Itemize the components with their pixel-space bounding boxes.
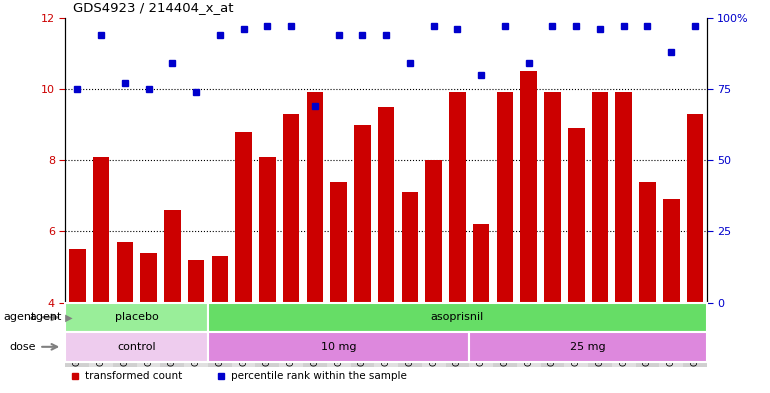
- Text: transformed count: transformed count: [85, 371, 182, 381]
- Bar: [422, 305, 446, 367]
- Bar: [612, 305, 635, 367]
- Text: GSM1152641: GSM1152641: [595, 308, 604, 366]
- Text: GSM1152627: GSM1152627: [239, 308, 248, 366]
- Bar: [188, 260, 204, 303]
- Text: GSM1152631: GSM1152631: [263, 308, 272, 366]
- Text: GSM1152652: GSM1152652: [192, 308, 201, 366]
- Text: agent: agent: [29, 312, 62, 322]
- Text: GSM1152651: GSM1152651: [453, 308, 462, 366]
- Text: GSM1152647: GSM1152647: [168, 308, 177, 366]
- Bar: [65, 303, 208, 332]
- Bar: [469, 305, 493, 367]
- Bar: [521, 71, 537, 303]
- Bar: [116, 242, 133, 303]
- Bar: [425, 160, 442, 303]
- Bar: [378, 107, 394, 303]
- Bar: [160, 305, 184, 367]
- Bar: [398, 305, 422, 367]
- Bar: [164, 210, 181, 303]
- Text: GSM1152637: GSM1152637: [334, 308, 343, 366]
- Bar: [541, 305, 564, 367]
- Bar: [137, 305, 160, 367]
- Text: GSM1152625: GSM1152625: [216, 308, 224, 366]
- Bar: [232, 305, 256, 367]
- Bar: [65, 305, 89, 367]
- Bar: [212, 256, 228, 303]
- Text: GSM1152644: GSM1152644: [406, 308, 414, 366]
- Bar: [615, 92, 632, 303]
- Bar: [208, 332, 469, 362]
- Bar: [493, 305, 517, 367]
- Text: 10 mg: 10 mg: [321, 342, 357, 352]
- Bar: [326, 305, 350, 367]
- Bar: [92, 156, 109, 303]
- Bar: [259, 156, 276, 303]
- Bar: [473, 224, 490, 303]
- Text: GSM1152629: GSM1152629: [96, 308, 105, 366]
- Bar: [236, 132, 252, 303]
- Text: GSM1152646: GSM1152646: [429, 308, 438, 366]
- Bar: [306, 92, 323, 303]
- Bar: [591, 92, 608, 303]
- Text: GSM1152635: GSM1152635: [548, 308, 557, 366]
- Bar: [635, 305, 659, 367]
- Text: GSM1152634: GSM1152634: [286, 308, 296, 366]
- Bar: [544, 92, 561, 303]
- Text: GSM1152630: GSM1152630: [500, 308, 510, 366]
- Bar: [65, 332, 208, 362]
- Bar: [446, 305, 469, 367]
- Text: GSM1152633: GSM1152633: [524, 308, 533, 366]
- Bar: [354, 125, 370, 303]
- Text: control: control: [117, 342, 156, 352]
- Bar: [208, 305, 232, 367]
- Text: GSM1152628: GSM1152628: [477, 308, 486, 366]
- Bar: [687, 114, 703, 303]
- Bar: [280, 305, 303, 367]
- Bar: [469, 332, 707, 362]
- Text: agent: agent: [4, 312, 36, 322]
- Bar: [69, 249, 85, 303]
- Text: GSM1152649: GSM1152649: [667, 308, 676, 366]
- Text: 25 mg: 25 mg: [571, 342, 606, 352]
- Bar: [659, 305, 683, 367]
- Text: percentile rank within the sample: percentile rank within the sample: [231, 371, 407, 381]
- Text: ▶: ▶: [62, 312, 72, 322]
- Text: GSM1152638: GSM1152638: [144, 308, 153, 366]
- Text: GSM1152640: GSM1152640: [358, 308, 367, 366]
- Text: GSM1152645: GSM1152645: [643, 308, 652, 366]
- Bar: [564, 305, 588, 367]
- Bar: [402, 192, 418, 303]
- Text: GSM1152650: GSM1152650: [691, 308, 699, 366]
- Bar: [256, 305, 280, 367]
- Text: GSM1152632: GSM1152632: [120, 308, 129, 366]
- Bar: [184, 305, 208, 367]
- Bar: [588, 305, 612, 367]
- Bar: [517, 305, 541, 367]
- Text: dose: dose: [9, 342, 36, 352]
- Bar: [663, 199, 680, 303]
- Text: GDS4923 / 214404_x_at: GDS4923 / 214404_x_at: [73, 1, 233, 14]
- Bar: [639, 182, 656, 303]
- Text: asoprisnil: asoprisnil: [430, 312, 484, 322]
- Text: GSM1152642: GSM1152642: [382, 308, 390, 366]
- Text: placebo: placebo: [115, 312, 159, 322]
- Bar: [283, 114, 300, 303]
- Bar: [449, 92, 466, 303]
- Bar: [140, 253, 157, 303]
- Bar: [497, 92, 514, 303]
- Bar: [374, 305, 398, 367]
- Bar: [568, 128, 584, 303]
- Text: GSM1152636: GSM1152636: [310, 308, 320, 366]
- Bar: [350, 305, 374, 367]
- Bar: [303, 305, 326, 367]
- Text: GSM1152643: GSM1152643: [619, 308, 628, 366]
- Bar: [683, 305, 707, 367]
- Bar: [113, 305, 137, 367]
- Bar: [89, 305, 113, 367]
- Bar: [208, 303, 707, 332]
- Text: GSM1152639: GSM1152639: [571, 308, 581, 366]
- Bar: [330, 182, 347, 303]
- Text: GSM1152626: GSM1152626: [73, 308, 82, 366]
